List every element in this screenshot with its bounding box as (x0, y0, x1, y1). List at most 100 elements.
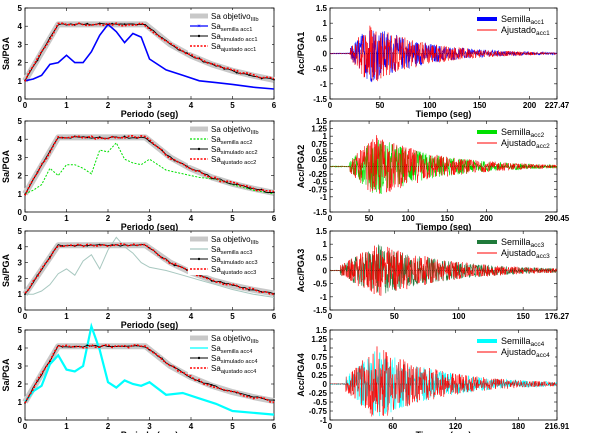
x-tick-label: 6 (272, 214, 277, 223)
legend-label: Saajustado acc1 (211, 42, 256, 53)
y-tick-label: 0 (323, 380, 328, 389)
y-tick-label: -0.75 (309, 185, 328, 194)
y-tick-label: 1 (18, 190, 23, 199)
y-axis-label: Acc/PGA1 (296, 32, 306, 76)
x-tick-label: 3 (147, 312, 152, 321)
y-tick-label: -1.5 (313, 208, 327, 217)
y-tick-label: -1 (320, 293, 328, 302)
accelerogram-chart-4: 0 60 120 180 216.91-1-0.75-0.5-0.2500.250.50… (296, 326, 570, 433)
y-axis-label: Sa/PGA (1, 253, 11, 287)
y-tick-label: 0.5 (316, 34, 328, 43)
legend-label: Saajustado acc2 (211, 155, 256, 166)
simulado-marker (123, 135, 126, 138)
x-tick-label: 227.47 (545, 101, 570, 110)
series-ajustado (329, 25, 558, 82)
simulado-marker (86, 22, 89, 25)
legend-box (475, 235, 555, 261)
x-tick-label: 3 (147, 422, 152, 431)
y-tick-label: -0.5 (313, 280, 327, 289)
x-tick-label: 6 (272, 101, 277, 110)
simulado-marker (235, 71, 238, 74)
legend-label: Sasemilla acc4 (211, 344, 253, 355)
simulado-marker (86, 344, 89, 347)
accelerogram-chart-3: 0 50 100 150 176.27 -1.5 -1 -0.5 0 0.5 1 1.5 Acc/PGA… (296, 227, 570, 321)
y-tick-label: 0.5 (316, 147, 328, 156)
x-tick-label: 2 (106, 422, 111, 431)
legend-label: Saajustado acc3 (211, 265, 256, 276)
x-tick-label: 50 (390, 312, 399, 321)
x-tick-label: 2 (106, 312, 111, 321)
legend-label: Ajustadoacc3 (501, 248, 550, 260)
simulado-marker (260, 77, 263, 80)
x-tick-label: 0 (328, 422, 333, 431)
legend-label: Sa objetivoIIIb (211, 235, 259, 246)
legend: Sa objetivoIIIb × Sasemilla acc1Sasimulado… (188, 10, 272, 53)
legend-box (475, 12, 555, 38)
x-tick-label: 120 (449, 422, 463, 431)
x-tick-label: 5 (230, 422, 235, 431)
simulado-marker (61, 244, 64, 247)
spectrum-chart-4: 0 1 2 3 4 5 6 0 1 2 3 4 5 Periodo (seg) Sa/PGA Sa objet… (1, 322, 277, 433)
simulado-marker (248, 74, 251, 77)
legend-marker: × (197, 24, 201, 30)
x-tick-label: 0 (328, 312, 333, 321)
x-axis-label: Tiempo (seg) (416, 109, 472, 119)
legend-label: Semillaacc4 (501, 336, 545, 348)
simulado-marker (98, 136, 101, 139)
x-tick-label: 150 (473, 101, 487, 110)
x-tick-label: 1 (64, 422, 69, 431)
simulado-marker (86, 136, 89, 139)
simulado-marker (260, 188, 263, 191)
x-tick-label: 4 (189, 214, 194, 223)
legend-marker (197, 356, 201, 360)
legend-label: Sa objetivoIIIb (211, 125, 259, 136)
x-tick-label: 5 (230, 312, 235, 321)
y-tick-label: 0.5 (316, 362, 328, 371)
legend-label: Ajustadoacc2 (501, 138, 550, 150)
y-tick-label: 2 (18, 59, 23, 68)
y-tick-label: -0.25 (309, 170, 328, 179)
y-tick-label: 1 (18, 398, 23, 407)
spectrum-chart-1: 0 1 2 3 4 5 6 0 1 2 3 4 5 Periodo (seg) Sa/PGA Sa objet… (1, 4, 277, 119)
x-tick-label: 5 (230, 101, 235, 110)
x-tick-label: 0 (23, 101, 28, 110)
y-tick-label: 0 (18, 416, 23, 425)
y-axis-label: Acc/PGA4 (296, 353, 306, 397)
y-tick-label: 3 (18, 362, 23, 371)
y-tick-label: 0.75 (311, 353, 327, 362)
y-tick-label: -0.5 (313, 65, 327, 74)
x-tick-label: 1 (64, 214, 69, 223)
y-tick-label: 5 (18, 227, 23, 236)
legend-label: Semillaacc3 (501, 237, 545, 249)
y-tick-label: -1.5 (313, 95, 327, 104)
spectrum-chart-3: 0 1 2 3 4 5 6 0 1 2 3 4 5 Periodo (seg) Sa/PGA Sa objet… (1, 227, 277, 330)
x-axis-label: Periodo (seg) (121, 320, 179, 330)
y-tick-label: 5 (18, 326, 23, 335)
x-tick-label: 4 (189, 101, 194, 110)
x-tick-label: 4 (189, 312, 194, 321)
y-axis-label: Acc/PGA2 (296, 145, 306, 189)
x-axis-label: Periodo (seg) (121, 109, 179, 119)
y-tick-label: 3 (18, 40, 23, 49)
y-tick-label: 5 (18, 117, 23, 126)
simulado-marker (273, 399, 275, 402)
legend-label: Sasimulado acc3 (211, 255, 258, 266)
x-tick-label: 4 (189, 422, 194, 431)
legend-label: Semillaacc1 (501, 14, 545, 26)
y-tick-label: -0.75 (309, 407, 328, 416)
spectrum-chart-2: 0 1 2 3 4 5 6 0 1 2 3 4 5 Periodo (seg) Sa/PGA Sa objet… (1, 117, 277, 232)
y-tick-label: 2 (18, 274, 23, 283)
x-tick-label: 60 (388, 422, 397, 431)
y-axis-label: Sa/PGA (1, 36, 11, 70)
accelerogram-chart-1: 0 50 100 150 200 227.47 -1.5 -1 -0.5 0 0.5 1 1.5 Tiem… (296, 4, 570, 119)
x-axis-label: Tiempo (seg) (416, 222, 472, 232)
x-tick-label: 100 (452, 312, 466, 321)
x-tick-label: 5 (230, 214, 235, 223)
y-tick-label: 2 (18, 380, 23, 389)
legend-label: Semillaacc2 (501, 127, 545, 139)
y-tick-label: 3 (18, 259, 23, 268)
y-tick-label: 1.25 (311, 335, 327, 344)
x-axis-label: Periodo (seg) (121, 430, 179, 433)
x-tick-label: 1 (64, 312, 69, 321)
